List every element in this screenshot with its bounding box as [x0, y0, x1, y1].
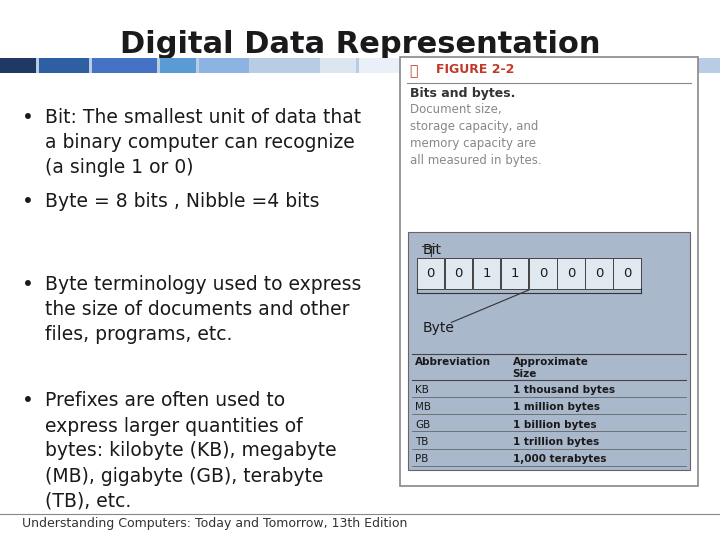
Text: •: • [22, 392, 33, 410]
Text: FIGURE 2-2: FIGURE 2-2 [436, 63, 514, 76]
Text: PB: PB [415, 454, 429, 464]
Text: Bit: The smallest unit of data that
a binary computer can recognize
(a single 1 : Bit: The smallest unit of data that a bi… [45, 108, 361, 177]
Text: Document size,
storage capacity, and
memory capacity are
all measured in bytes.: Document size, storage capacity, and mem… [410, 103, 542, 167]
Text: Approximate
Size: Approximate Size [513, 357, 588, 379]
Text: Bit: Bit [423, 243, 441, 257]
Text: 0: 0 [595, 267, 603, 280]
Text: TB: TB [415, 437, 429, 447]
Text: Byte terminology used to express
the size of documents and other
files, programs: Byte terminology used to express the siz… [45, 275, 361, 345]
Text: 0: 0 [567, 267, 575, 280]
FancyBboxPatch shape [0, 58, 720, 73]
Text: •: • [22, 275, 33, 294]
FancyBboxPatch shape [400, 57, 698, 486]
Text: 0: 0 [454, 267, 463, 280]
Text: KB: KB [415, 385, 429, 395]
Text: 0: 0 [623, 267, 631, 280]
Text: 0: 0 [539, 267, 547, 280]
FancyBboxPatch shape [501, 258, 528, 289]
Text: ⓥ: ⓥ [409, 64, 418, 78]
FancyBboxPatch shape [613, 258, 641, 289]
Text: 1 million bytes: 1 million bytes [513, 402, 600, 412]
FancyBboxPatch shape [529, 258, 557, 289]
Text: Digital Data Representation: Digital Data Representation [120, 30, 600, 59]
Text: GB: GB [415, 420, 431, 429]
FancyBboxPatch shape [39, 58, 89, 73]
FancyBboxPatch shape [320, 58, 356, 73]
Text: 1: 1 [482, 267, 491, 280]
FancyBboxPatch shape [445, 258, 472, 289]
Text: •: • [22, 108, 33, 127]
Text: 1 billion bytes: 1 billion bytes [513, 420, 596, 429]
Text: 1 trillion bytes: 1 trillion bytes [513, 437, 599, 447]
Text: Prefixes are often used to
express larger quantities of
bytes: kilobyte (KB), me: Prefixes are often used to express large… [45, 392, 337, 510]
FancyBboxPatch shape [199, 58, 249, 73]
Text: Abbreviation: Abbreviation [415, 357, 492, 367]
FancyBboxPatch shape [585, 258, 613, 289]
FancyBboxPatch shape [0, 58, 36, 73]
FancyBboxPatch shape [473, 258, 500, 289]
FancyBboxPatch shape [417, 258, 444, 289]
FancyBboxPatch shape [408, 232, 690, 470]
Text: Byte: Byte [423, 321, 454, 335]
Text: 1,000 terabytes: 1,000 terabytes [513, 454, 606, 464]
Text: 1: 1 [510, 267, 519, 280]
Text: Understanding Computers: Today and Tomorrow, 13th Edition: Understanding Computers: Today and Tomor… [22, 517, 407, 530]
Text: •: • [22, 192, 33, 211]
FancyBboxPatch shape [557, 258, 585, 289]
FancyBboxPatch shape [252, 58, 317, 73]
Text: Bits and bytes.: Bits and bytes. [410, 87, 516, 100]
FancyBboxPatch shape [359, 58, 409, 73]
FancyBboxPatch shape [160, 58, 196, 73]
FancyBboxPatch shape [92, 58, 157, 73]
Text: 1 thousand bytes: 1 thousand bytes [513, 385, 615, 395]
Text: MB: MB [415, 402, 431, 412]
Text: 0: 0 [426, 267, 435, 280]
Text: Byte = 8 bits , Nibble =4 bits: Byte = 8 bits , Nibble =4 bits [45, 192, 320, 211]
